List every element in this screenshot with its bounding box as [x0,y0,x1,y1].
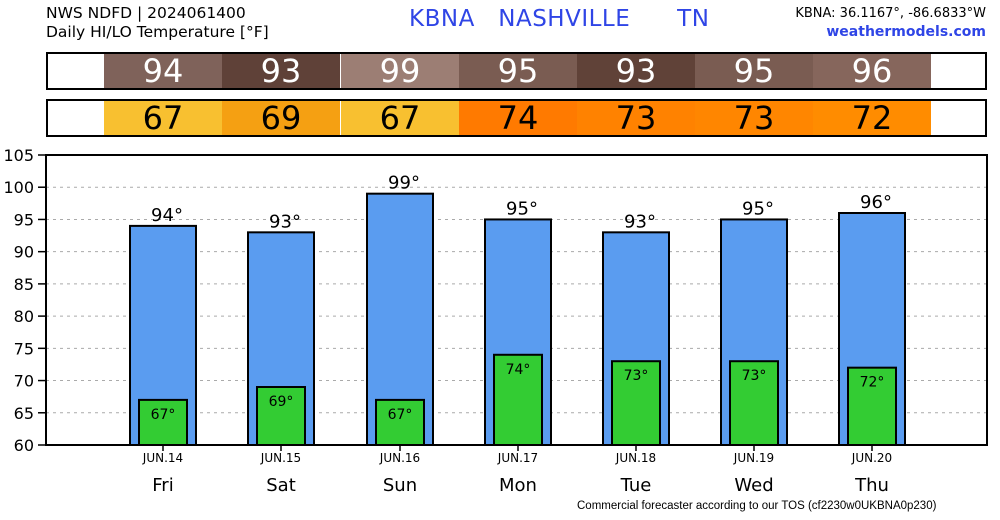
station-state: TN [677,6,710,32]
y-tick-label: 85 [14,275,34,294]
lo-strip-cell: 67 [341,101,459,135]
hi-temp-strip: 94 93 99 95 93 95 96 [46,52,987,90]
y-tick-label: 100 [3,178,34,197]
y-tick-label: 65 [14,404,34,423]
y-tick-label: 80 [14,307,34,326]
station-coords: KBNA: 36.1167°, -86.6833°W [795,6,986,21]
lo-strip-cell: 73 [695,101,813,135]
hi-data-label: 99° [388,173,420,194]
lo-data-label: 67° [388,407,413,423]
hi-strip-cell: 99 [341,54,459,88]
lo-strip-cell: 69 [222,101,340,135]
x-day-label: Fri [152,475,173,496]
hi-strip-cell: 93 [577,54,695,88]
hi-strip-cell: 95 [695,54,813,88]
x-date-label: JUN.18 [615,451,656,465]
x-day-label: Mon [499,475,537,496]
x-day-label: Sun [383,475,417,496]
x-date-label: JUN.19 [733,451,774,465]
x-date-label: JUN.17 [497,451,538,465]
temperature-bar-chart: 60 65 70 75 80 85 90 95 100 105 94° 67° JUN.14 Fri 93°… [3,146,988,496]
lo-data-label: 67° [151,407,176,423]
lo-bar [493,353,543,446]
y-tick-label: 95 [14,210,34,229]
y-tick-label: 75 [14,339,34,358]
lo-data-label: 73° [742,368,767,384]
hi-strip-cell: 96 [813,54,931,88]
lo-strip-cell: 74 [459,101,577,135]
footer-note: Commercial forecaster according to our T… [577,500,937,512]
hi-data-label: 93° [269,211,301,232]
station-title: KBNA NASHVILLE TN [409,6,709,32]
lo-data-label: 69° [269,394,294,410]
x-day-label: Sat [266,475,296,496]
x-date-label: JUN.14 [142,451,183,465]
hi-strip-cell: 93 [222,54,340,88]
x-date-label: JUN.15 [260,451,301,465]
lo-data-label: 72° [860,375,885,391]
lo-bar [847,366,897,447]
y-tick-label: 90 [14,243,34,262]
chart-header-right: KBNA: 36.1167°, -86.6833°W weathermodels… [795,5,986,41]
lo-bar [611,360,661,447]
lo-strip-cell: 72 [813,101,931,135]
hi-data-label: 93° [624,211,656,232]
lo-data-label: 74° [506,362,531,378]
y-tick-label: 105 [3,146,34,165]
x-day-label: Tue [620,475,652,496]
variable-line: Daily HI/LO Temperature [°F] [46,23,269,41]
station-id: KBNA [409,6,475,32]
lo-bar [256,386,306,446]
y-tick-label: 60 [14,436,34,455]
hi-data-label: 95° [506,198,538,219]
hi-data-label: 95° [742,198,774,219]
hi-data-label: 96° [860,192,892,213]
hi-strip-cell: 94 [104,54,222,88]
hi-strip-cell: 95 [459,54,577,88]
x-date-label: JUN.16 [379,451,420,465]
hi-data-label: 94° [151,205,183,226]
y-tick-label: 70 [14,372,34,391]
station-name: NASHVILLE [498,6,631,32]
product-line: NWS NDFD | 2024061400 [46,4,246,22]
site-link[interactable]: weathermodels.com [826,24,986,40]
lo-strip-cell: 67 [104,101,222,135]
x-day-label: Wed [734,475,773,496]
lo-data-label: 73° [624,368,649,384]
lo-temp-strip: 67 69 67 74 73 73 72 [46,99,987,137]
lo-bar [375,398,425,446]
chart-header-left: NWS NDFD | 2024061400 Daily HI/LO Temper… [46,4,269,42]
lo-strip-cell: 73 [577,101,695,135]
x-date-label: JUN.20 [851,451,892,465]
x-day-label: Thu [854,475,889,496]
